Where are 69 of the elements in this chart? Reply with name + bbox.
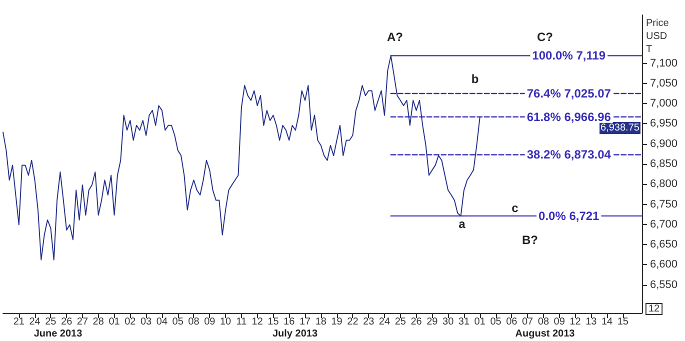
series-label: 100.0% 7,119 bbox=[532, 48, 606, 63]
x-tick-label: 29 bbox=[426, 316, 438, 328]
text: 12 bbox=[648, 304, 660, 314]
x-tick-label: 30 bbox=[442, 316, 454, 328]
x-tick-label: 08 bbox=[188, 316, 200, 328]
x-tick-label: 02 bbox=[124, 316, 136, 328]
y-tick-label: 7,000 bbox=[650, 98, 678, 110]
x-tick-label: 11 bbox=[236, 316, 248, 328]
x-tick-label: 21 bbox=[13, 316, 25, 328]
x-tick-label: 01 bbox=[474, 316, 486, 328]
series-label: 76.4% 7,025.07 bbox=[526, 86, 612, 100]
annotation: b bbox=[471, 72, 479, 86]
x-tick-label: 23 bbox=[363, 316, 375, 328]
y-tick-label: 7,100 bbox=[650, 57, 678, 70]
x-tick-label: 25 bbox=[45, 316, 57, 328]
y-tick-label: 6,750 bbox=[650, 198, 678, 210]
x-tick-label: 06 bbox=[506, 316, 518, 328]
x-tick-label: 16 bbox=[284, 316, 296, 328]
x-tick-label: 31 bbox=[458, 316, 470, 328]
x-tick-label: 09 bbox=[204, 316, 216, 328]
x-tick-label: 28 bbox=[92, 316, 104, 328]
annotation: c bbox=[512, 201, 519, 215]
x-tick-label: 03 bbox=[140, 316, 152, 328]
y-tick-label: 6,950 bbox=[650, 118, 678, 130]
x-tick-label: 01 bbox=[108, 316, 120, 328]
annotation: B? bbox=[522, 233, 538, 247]
annotation: a bbox=[458, 217, 466, 231]
line-series bbox=[2, 55, 480, 260]
annotation: 6,938.75 bbox=[600, 122, 640, 134]
y-tick-label: 6,800 bbox=[650, 178, 678, 190]
x-tick-label: 12 bbox=[252, 316, 264, 328]
x-tick-label: 15 bbox=[617, 316, 629, 328]
y-tick-label: 6,550 bbox=[650, 278, 678, 291]
y-tick-label: 7,050 bbox=[650, 77, 678, 90]
x-tick-label: 14 bbox=[601, 316, 614, 328]
x-tick-label: 08 bbox=[538, 316, 550, 328]
x-tick-label: 04 bbox=[156, 316, 168, 328]
series-label: 61.8% 6,966.96 bbox=[526, 110, 612, 124]
y-tick-label: 6,850 bbox=[650, 158, 678, 170]
x-tick-label: 15 bbox=[268, 316, 280, 328]
y-tick-label: 6,650 bbox=[650, 238, 678, 251]
x-tick-label: 26 bbox=[410, 316, 422, 328]
text: August 2013 bbox=[515, 328, 576, 340]
series-label: 38.2% 6,873.04 bbox=[526, 148, 612, 162]
x-tick-label: 24 bbox=[378, 316, 390, 328]
y-axis-title: Price USD T bbox=[646, 18, 670, 55]
y-tick-label: 6,600 bbox=[650, 258, 678, 271]
y-tick-label: 6,700 bbox=[650, 218, 678, 230]
annotation: C? bbox=[537, 30, 553, 44]
x-tick-label: 10 bbox=[220, 316, 232, 328]
x-tick-label: 05 bbox=[172, 316, 184, 328]
y-tick-label: 6,900 bbox=[650, 138, 678, 150]
text: July 2013 bbox=[272, 328, 318, 340]
x-tick-label: 17 bbox=[299, 316, 312, 328]
x-tick-label: 12 bbox=[570, 316, 582, 328]
x-tick-label: 07 bbox=[522, 316, 534, 328]
x-tick-label: 18 bbox=[315, 316, 327, 328]
series-label: 0.0% 6,721 bbox=[538, 208, 600, 223]
text: June 2013 bbox=[34, 328, 83, 340]
annotation: A? bbox=[387, 30, 403, 44]
x-tick-label: 22 bbox=[347, 316, 359, 328]
x-tick-label: 24 bbox=[29, 316, 41, 328]
x-tick-label: 27 bbox=[76, 316, 88, 328]
x-tick-label: 09 bbox=[554, 316, 566, 328]
x-tick-label: 26 bbox=[61, 316, 73, 328]
x-tick-label: 25 bbox=[394, 316, 406, 328]
x-tick-label: 05 bbox=[490, 316, 502, 328]
x-tick-label: 13 bbox=[586, 316, 598, 328]
x-tick-label: 19 bbox=[331, 316, 343, 328]
